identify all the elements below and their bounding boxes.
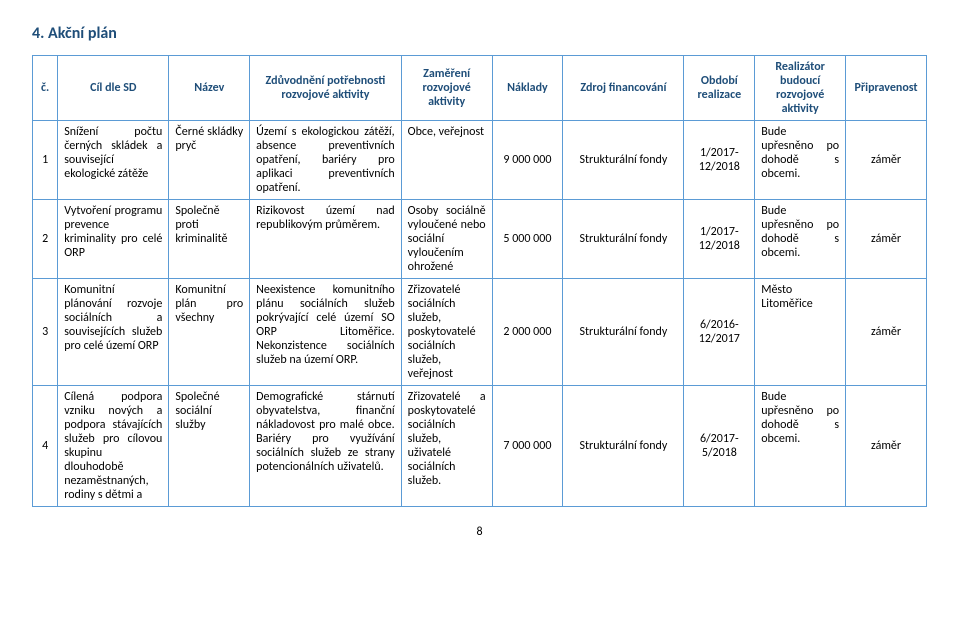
cell-prip: záměr <box>846 386 927 507</box>
cell-nakl: 5 000 000 <box>492 200 563 279</box>
cell-prip: záměr <box>846 200 927 279</box>
table-row: 3 Komunitní plánování rozvoje sociálních… <box>33 279 927 386</box>
table-row: 2 Vytvoření programu prevence kriminalit… <box>33 200 927 279</box>
cell-nazev: Černé skládky pryč <box>169 121 250 200</box>
th-real: Realizátor budoucí rozvojové aktivity <box>755 56 846 121</box>
table-row: 4 Cílená podpora vzniku nových a podpora… <box>33 386 927 507</box>
page-number: 8 <box>32 525 927 539</box>
table-row: 1 Snížení počtu černých skládek a souvis… <box>33 121 927 200</box>
cell-c: 2 <box>33 200 58 279</box>
cell-nazev: Společně proti kriminalitě <box>169 200 250 279</box>
cell-zduv: Demografické stárnutí obyvatelstva, fina… <box>250 386 402 507</box>
cell-zdroj: Strukturální fondy <box>563 386 684 507</box>
cell-zdroj: Strukturální fondy <box>563 279 684 386</box>
cell-zdroj: Strukturální fondy <box>563 121 684 200</box>
cell-nakl: 2 000 000 <box>492 279 563 386</box>
cell-zdroj: Strukturální fondy <box>563 200 684 279</box>
th-nakl: Náklady <box>492 56 563 121</box>
cell-nazev: Společné sociální služby <box>169 386 250 507</box>
cell-obd: 1/2017-12/2018 <box>684 121 755 200</box>
cell-c: 1 <box>33 121 58 200</box>
cell-real: Bude upřesněno po dohodě s obcemi. <box>755 121 846 200</box>
cell-cil: Vytvoření programu prevence kriminality … <box>58 200 169 279</box>
table-header-row: č. Cíl dle SD Název Zdůvodnění potřebnos… <box>33 56 927 121</box>
cell-zam: Osoby sociálně vyloučené nebo sociální v… <box>401 200 492 279</box>
cell-real: Bude upřesněno po dohodě s obcemi. <box>755 200 846 279</box>
cell-zduv: Rizikovost území nad republikovým průměr… <box>250 200 402 279</box>
cell-nazev: Komunitní plán pro všechny <box>169 279 250 386</box>
cell-zam: Obce, veřejnost <box>401 121 492 200</box>
cell-zduv: Neexistence komunitního plánu sociálních… <box>250 279 402 386</box>
cell-cil: Komunitní plánování rozvoje sociálních a… <box>58 279 169 386</box>
cell-zam: Zřizovatelé a poskytovatelé sociálních s… <box>401 386 492 507</box>
cell-nakl: 9 000 000 <box>492 121 563 200</box>
th-nazev: Název <box>169 56 250 121</box>
th-obd: Období realizace <box>684 56 755 121</box>
cell-c: 3 <box>33 279 58 386</box>
cell-obd: 6/2016-12/2017 <box>684 279 755 386</box>
cell-real: Bude upřesněno po dohodě s obcemi. <box>755 386 846 507</box>
th-zam: Zaměření rozvojové aktivity <box>401 56 492 121</box>
cell-real: Město Litoměřice <box>755 279 846 386</box>
cell-obd: 6/2017-5/2018 <box>684 386 755 507</box>
th-zduv: Zdůvodnění potřebnosti rozvojové aktivit… <box>250 56 402 121</box>
cell-prip: záměr <box>846 121 927 200</box>
th-c: č. <box>33 56 58 121</box>
cell-nakl: 7 000 000 <box>492 386 563 507</box>
cell-zam: Zřizovatelé sociálních služeb, poskytova… <box>401 279 492 386</box>
cell-obd: 1/2017-12/2018 <box>684 200 755 279</box>
th-zdroj: Zdroj financování <box>563 56 684 121</box>
th-cil: Cíl dle SD <box>58 56 169 121</box>
action-plan-table: č. Cíl dle SD Název Zdůvodnění potřebnos… <box>32 55 927 507</box>
section-heading: 4. Akční plán <box>32 24 927 43</box>
cell-prip: záměr <box>846 279 927 386</box>
th-prip: Připravenost <box>846 56 927 121</box>
cell-cil: Snížení počtu černých skládek a souvisej… <box>58 121 169 200</box>
cell-cil: Cílená podpora vzniku nových a podpora s… <box>58 386 169 507</box>
cell-c: 4 <box>33 386 58 507</box>
cell-zduv: Území s ekologickou zátěží, absence prev… <box>250 121 402 200</box>
